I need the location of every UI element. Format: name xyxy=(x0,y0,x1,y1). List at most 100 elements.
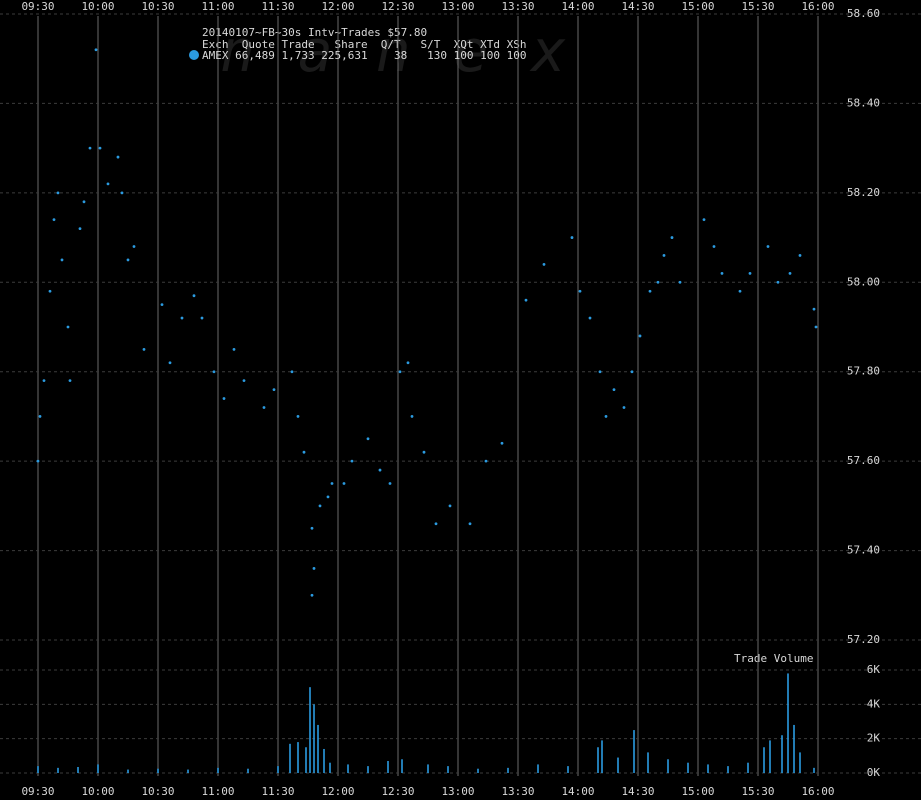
volume-bar xyxy=(477,768,479,773)
trade-point xyxy=(678,280,682,284)
x-tick-label-bottom: 12:30 xyxy=(381,785,414,798)
trade-point xyxy=(500,441,504,445)
volume-bar xyxy=(347,764,349,773)
volume-bar xyxy=(401,759,403,773)
x-tick-label-bottom: 10:00 xyxy=(81,785,114,798)
y-tick-label: 58.20 xyxy=(847,186,880,199)
volume-bar xyxy=(387,760,389,773)
trade-point xyxy=(720,271,724,275)
volume-bar xyxy=(277,766,279,773)
trade-point xyxy=(212,370,216,374)
volume-bar xyxy=(617,757,619,773)
x-tick-label-top: 11:00 xyxy=(201,0,234,13)
trade-point xyxy=(468,522,472,526)
volume-bar xyxy=(787,673,789,773)
volume-bar xyxy=(97,764,99,773)
x-tick-label-top: 10:30 xyxy=(141,0,174,13)
legend-swatch xyxy=(189,50,199,60)
legend-entry: AMEX 66,489 1,733 225,631 38 130 100 100… xyxy=(202,49,527,62)
volume-bar xyxy=(309,687,311,773)
trade-point xyxy=(738,289,742,293)
y-tick-label: 0K xyxy=(867,766,881,779)
volume-bar xyxy=(747,762,749,773)
trade-point xyxy=(448,504,452,508)
x-tick-label-top: 10:00 xyxy=(81,0,114,13)
trade-point xyxy=(168,361,172,365)
trade-point xyxy=(612,388,616,391)
x-tick-label-bottom: 13:30 xyxy=(501,785,534,798)
trade-point xyxy=(272,388,276,391)
trade-point xyxy=(310,593,314,597)
trade-point xyxy=(192,294,196,298)
y-tick-label: 4K xyxy=(867,697,881,710)
volume-bar xyxy=(297,742,299,773)
trade-point xyxy=(312,567,316,570)
trade-point xyxy=(812,307,816,311)
trade-point xyxy=(66,325,70,329)
volume-bar xyxy=(727,766,729,773)
y-tick-label: 57.20 xyxy=(847,633,880,646)
trade-point xyxy=(570,236,574,239)
x-tick-label-top: 14:00 xyxy=(561,0,594,13)
trade-point xyxy=(712,245,716,248)
trade-point xyxy=(42,379,46,383)
x-tick-label-bottom: 15:30 xyxy=(741,785,774,798)
trade-point xyxy=(622,406,626,409)
trade-point xyxy=(542,263,546,266)
volume-bar xyxy=(447,766,449,773)
volume-bar xyxy=(187,769,189,773)
volume-bar xyxy=(667,759,669,773)
x-tick-label-bottom: 16:00 xyxy=(801,785,834,798)
x-tick-label-top: 13:30 xyxy=(501,0,534,13)
volume-bar xyxy=(601,740,603,773)
trade-point xyxy=(116,155,120,159)
volume-bar xyxy=(687,762,689,773)
trade-point xyxy=(290,370,294,374)
volume-bar xyxy=(537,764,539,773)
volume-bar xyxy=(769,740,771,773)
x-tick-label-bottom: 10:30 xyxy=(141,785,174,798)
trade-point xyxy=(798,254,802,257)
trade-point xyxy=(776,280,780,284)
trade-point xyxy=(814,325,818,329)
trade-point xyxy=(748,271,752,275)
x-tick-label-bottom: 12:00 xyxy=(321,785,354,798)
y-tick-label: 57.40 xyxy=(847,544,880,557)
trade-point xyxy=(330,482,334,485)
volume-bar xyxy=(793,724,795,773)
trade-point xyxy=(578,289,582,293)
trade-point xyxy=(200,316,204,320)
trade-point xyxy=(318,504,322,508)
volume-bar xyxy=(763,747,765,773)
x-tick-label-bottom: 14:30 xyxy=(621,785,654,798)
trade-point xyxy=(56,191,60,195)
volume-bar xyxy=(597,747,599,773)
x-tick-label-top: 16:00 xyxy=(801,0,834,13)
trade-point xyxy=(670,236,674,239)
y-tick-label: 58.60 xyxy=(847,7,880,20)
trade-point xyxy=(38,415,42,418)
volume-bar xyxy=(77,766,79,773)
trade-point xyxy=(524,298,528,302)
trade-point xyxy=(638,334,642,338)
x-tick-label-top: 09:30 xyxy=(21,0,54,13)
volume-bar xyxy=(57,767,59,773)
volume-bar xyxy=(127,769,129,773)
x-tick-label-bottom: 11:00 xyxy=(201,785,234,798)
volume-bar xyxy=(289,743,291,773)
volume-bar xyxy=(567,766,569,773)
volume-bar xyxy=(507,767,509,773)
trade-point xyxy=(106,182,110,186)
trade-point xyxy=(120,191,124,195)
x-tick-label-bottom: 15:00 xyxy=(681,785,714,798)
x-tick-label-top: 12:30 xyxy=(381,0,414,13)
trade-point xyxy=(98,146,102,150)
trade-point xyxy=(78,227,82,231)
volume-bar xyxy=(313,704,315,773)
trade-point xyxy=(422,450,426,454)
trade-point xyxy=(126,258,130,262)
legend-header: Exch Quote Trade Share Q/T S/T XQt XTd X… xyxy=(202,38,527,51)
volume-bar xyxy=(813,767,815,773)
volume-bar xyxy=(37,766,39,773)
